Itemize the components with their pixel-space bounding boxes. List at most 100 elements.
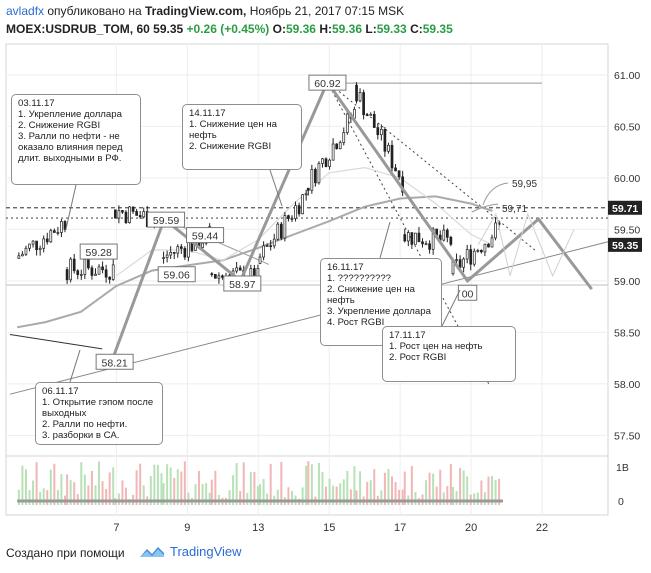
note-line: 4. Рост RGBI	[327, 317, 385, 328]
candle-body	[162, 257, 165, 259]
candle-body	[306, 187, 310, 191]
candle-body	[290, 218, 294, 220]
candle-body	[301, 194, 304, 215]
candle-body	[421, 241, 424, 245]
volume-bar	[66, 474, 69, 505]
candle-body	[310, 169, 314, 191]
author-link[interactable]: avladfx	[6, 4, 45, 18]
made-with-text: Создано при помощи	[6, 546, 125, 560]
volume-bar	[232, 475, 235, 505]
volume-bar	[101, 481, 104, 505]
volume-bar	[494, 479, 497, 505]
price-label-box	[223, 275, 262, 292]
level-pointer	[471, 203, 499, 213]
candle-body	[287, 215, 290, 219]
volume-axis-label: 1B	[616, 462, 629, 474]
note-connector	[379, 221, 391, 259]
price-label: 58.97	[229, 279, 255, 291]
close-label: C:	[410, 22, 423, 36]
volume-bar	[432, 473, 435, 505]
candle-body	[210, 273, 214, 276]
price-axis-tag	[608, 200, 642, 215]
volume-bar	[94, 485, 97, 505]
volume-bar	[35, 462, 38, 505]
candle-body	[38, 247, 42, 251]
level-pointer	[482, 182, 509, 206]
x-tick-label: 15	[323, 522, 335, 534]
price-label-box	[308, 74, 347, 91]
candle-body	[24, 247, 28, 255]
candle-body	[397, 170, 401, 178]
candle-body	[442, 229, 446, 241]
candle-body	[142, 211, 146, 218]
candle-body	[380, 129, 383, 136]
x-tick-label: 13	[252, 522, 264, 534]
price-label: 59.59	[153, 215, 179, 227]
symbol-name: MOEX:USDRUB_TOM, 60	[6, 22, 150, 36]
candle-body	[472, 250, 476, 265]
ma-slow	[16, 195, 493, 329]
close-value: 59.35	[422, 22, 453, 36]
price-label-box	[157, 266, 196, 283]
volume-bar	[108, 472, 111, 505]
volume-bar	[317, 462, 320, 505]
volume-bar	[342, 479, 345, 505]
y-tick-label: 59.00	[614, 276, 640, 288]
volume-axis-label: 0	[618, 496, 624, 508]
note-connector	[65, 184, 77, 230]
price-label: 59.06	[164, 270, 190, 282]
volume-bar	[462, 470, 465, 505]
candle-body	[403, 234, 407, 242]
volume-bar	[452, 487, 455, 505]
tradingview-logo-icon[interactable]	[139, 544, 165, 560]
volume-bar	[208, 492, 211, 505]
candle-body	[304, 193, 308, 196]
volume-bar	[355, 490, 358, 505]
candle-body	[52, 230, 56, 233]
candle-body	[328, 159, 331, 167]
tradingview-link[interactable]: TradingView	[170, 544, 242, 559]
volume-bar	[124, 487, 127, 505]
high-value: 59.36	[332, 22, 363, 36]
candle-body	[406, 232, 410, 242]
candle-body	[124, 211, 128, 224]
candle-body	[121, 210, 124, 213]
candle-body	[294, 205, 297, 219]
site-name[interactable]: TradingView.com,	[144, 4, 247, 18]
volume-bar	[287, 487, 290, 505]
candle-body	[279, 223, 283, 239]
candle-body	[258, 256, 262, 264]
last-price: 59.35	[153, 22, 184, 36]
candle-body	[135, 211, 138, 216]
volume-bar	[339, 483, 342, 505]
candle-body	[476, 250, 480, 252]
volume-bar	[214, 470, 217, 505]
candle-body	[365, 114, 369, 117]
candle-body	[483, 243, 487, 253]
candle-body	[172, 252, 176, 254]
volume-bar	[17, 489, 20, 505]
note-line: 3. Ралли по нефти - не оказало влияния п…	[18, 131, 126, 164]
volume-bar	[112, 467, 115, 505]
volume-bar	[353, 466, 356, 505]
note-03-11: 03.11.17 1. Укрепление доллара 2. Снижен…	[11, 94, 141, 185]
volume-bar	[480, 480, 483, 505]
y-tick-label: 60.50	[614, 121, 640, 133]
volume-bar	[398, 489, 401, 505]
candle-body	[111, 264, 115, 280]
candle-body	[117, 210, 121, 219]
candle-body	[72, 258, 76, 272]
volume-bar	[359, 471, 362, 505]
candle-body	[31, 240, 35, 245]
volume-bar	[401, 489, 404, 505]
note-line: 1. Открытие гэпом после выходных	[42, 397, 156, 419]
candle-body	[238, 267, 242, 271]
candle-body	[165, 254, 169, 258]
volume-bar	[259, 484, 262, 505]
volume-bar	[321, 472, 324, 505]
price-axis-tag-label: 59.35	[612, 240, 638, 252]
note-connector	[269, 169, 283, 207]
volume-bar	[39, 491, 42, 505]
volume-bar	[394, 481, 397, 505]
publish-datetime: Ноябрь 21, 2017 07:15 MSK	[249, 4, 405, 18]
